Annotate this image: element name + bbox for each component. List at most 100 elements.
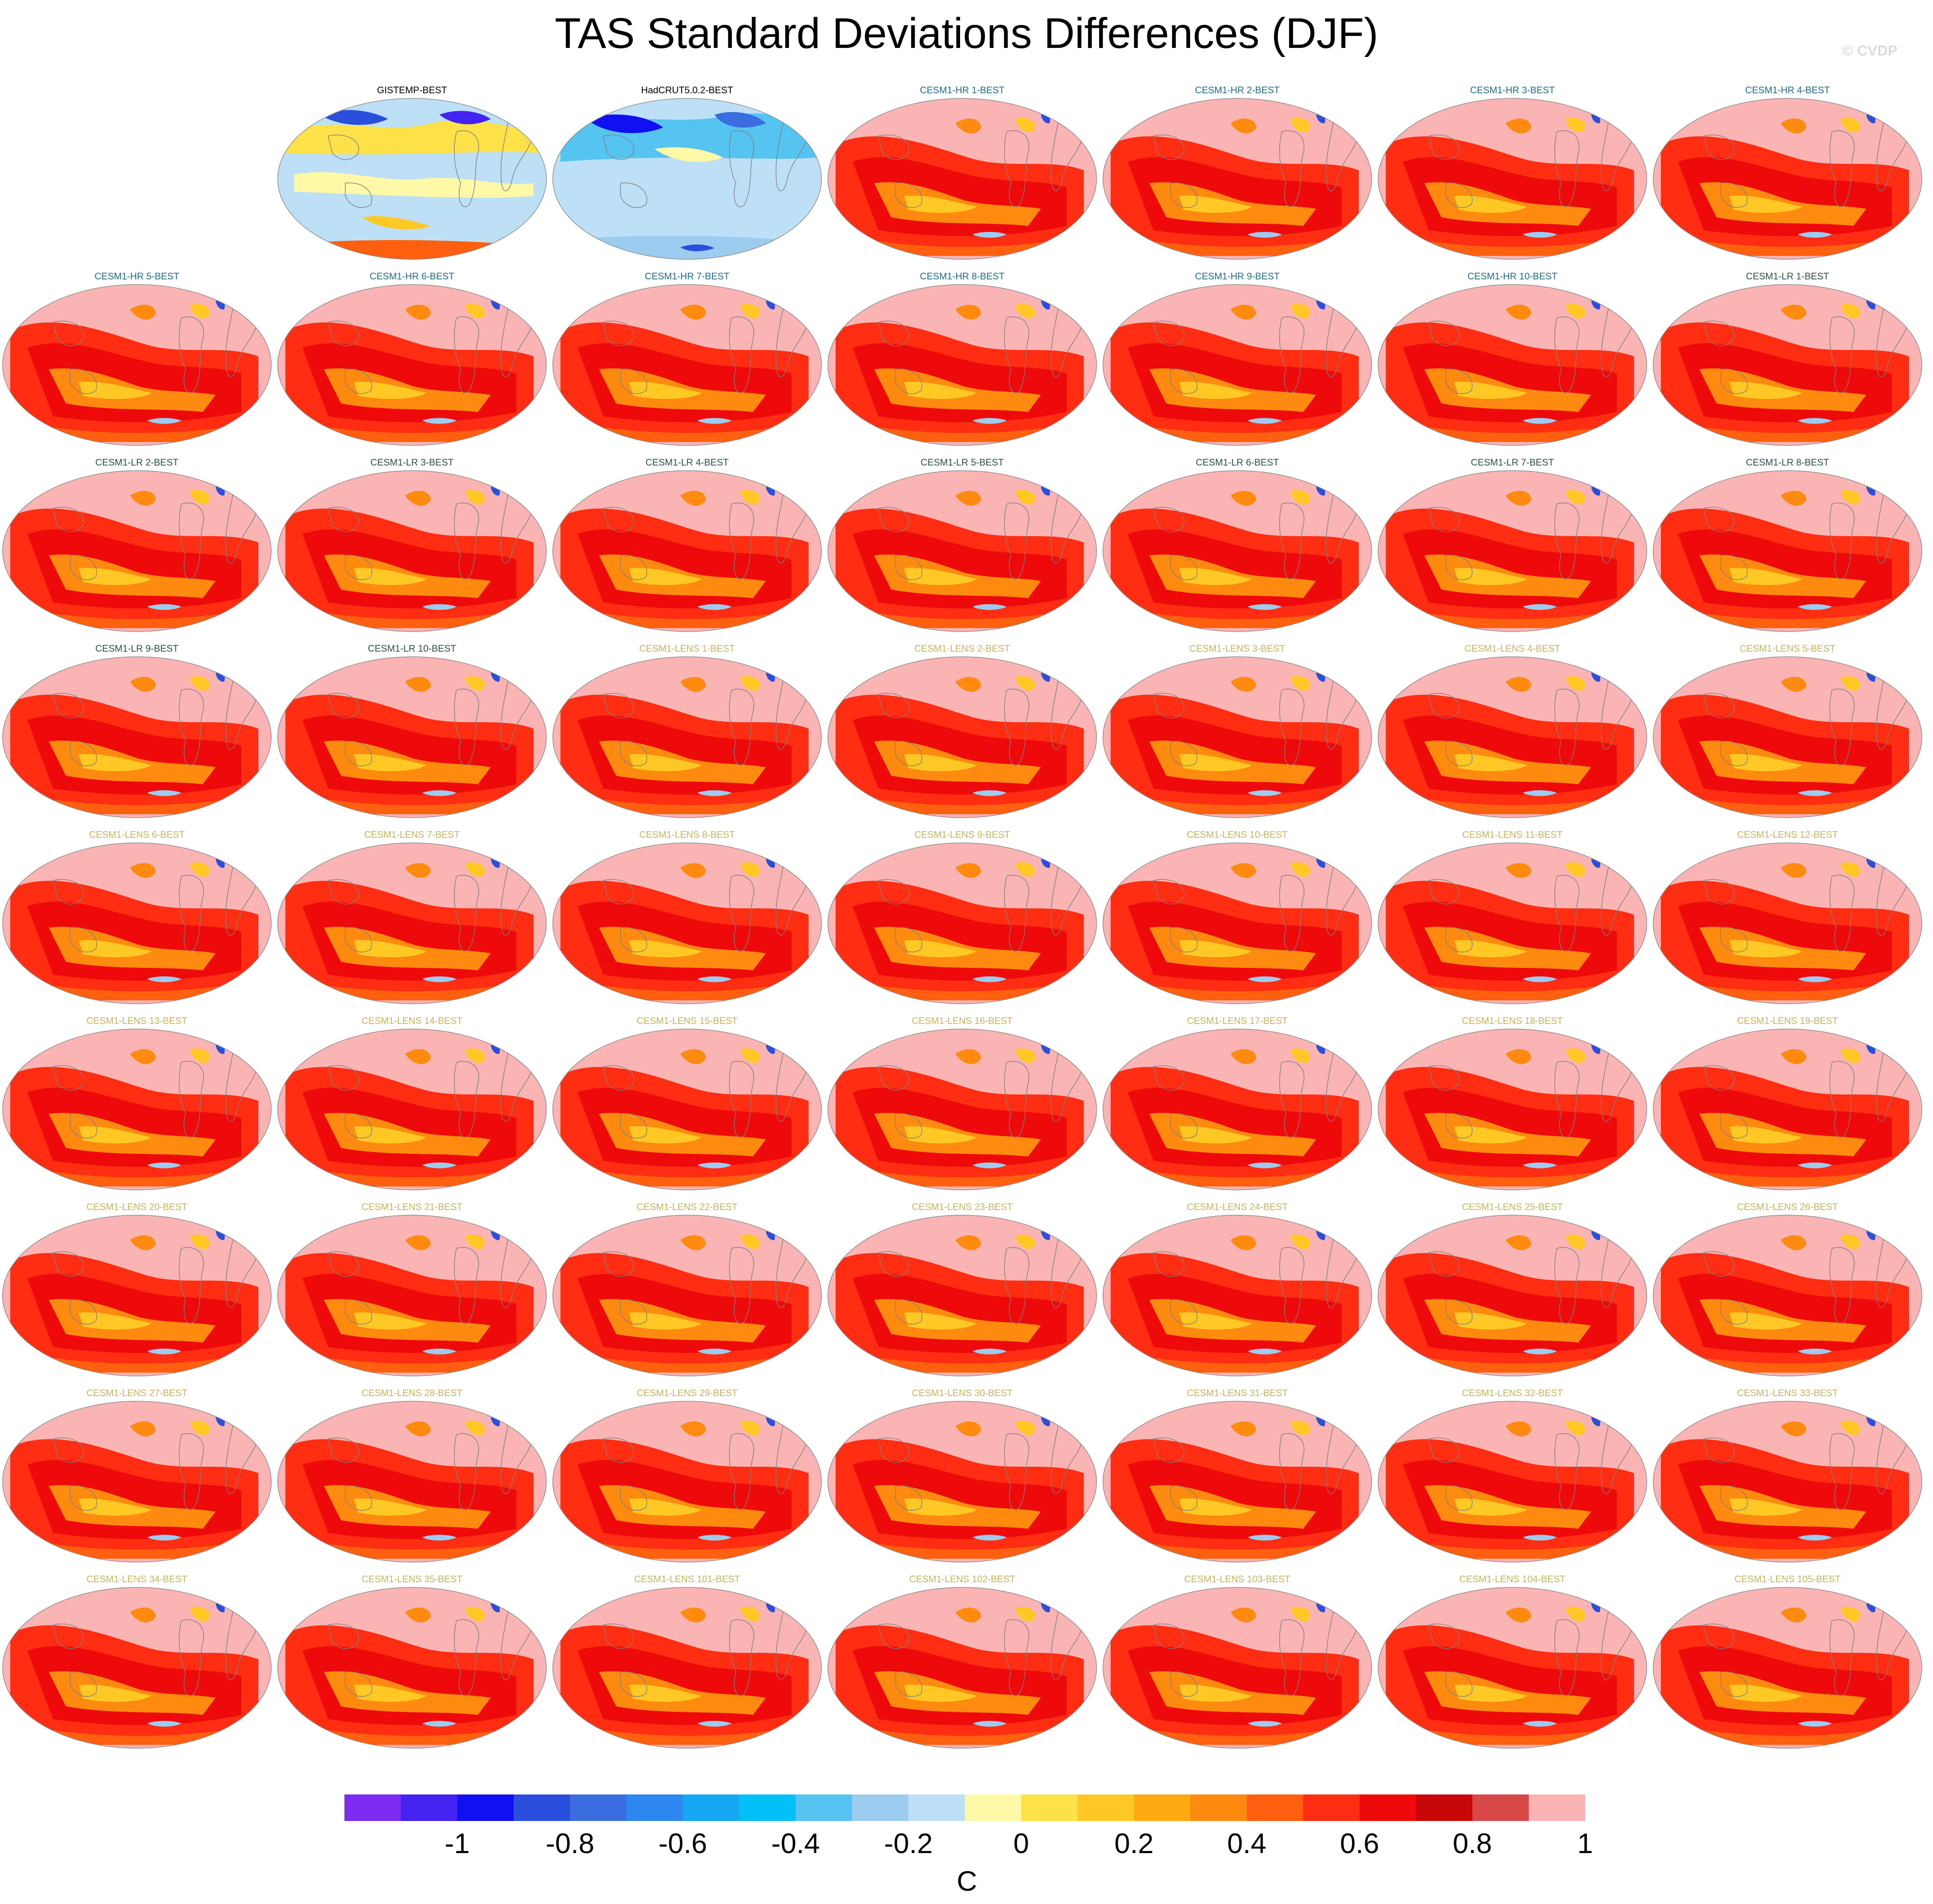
- world-map: [277, 656, 547, 818]
- panel-title: CESM1-LENS 1-BEST: [639, 643, 735, 654]
- map-panel: CESM1-LENS 19-BEST: [1651, 1015, 1924, 1195]
- map-panel: CESM1-LR 4-BEST: [550, 457, 824, 637]
- colorbar-swatch: [682, 1794, 740, 1821]
- colorbar-swatch: [1472, 1794, 1529, 1821]
- colorbar-tick-label: -1: [445, 1827, 470, 1859]
- world-map: [1653, 1215, 1922, 1376]
- map-panel: CESM1-HR 1-BEST: [825, 85, 1099, 264]
- panel-title: CESM1-LENS 24-BEST: [1187, 1201, 1288, 1212]
- map-panel: CESM1-LENS 31-BEST: [1100, 1388, 1374, 1567]
- map-panel: CESM1-LENS 103-BEST: [1100, 1574, 1374, 1753]
- map-panel: CESM1-LENS 104-BEST: [1376, 1574, 1649, 1753]
- map-panel: CESM1-HR 4-BEST: [1651, 85, 1924, 264]
- colorbar-tick-label: 0.4: [1227, 1827, 1266, 1859]
- panel-title: CESM1-LR 5-BEST: [920, 457, 1004, 468]
- world-map: [2, 1401, 272, 1563]
- world-map: [1378, 98, 1647, 260]
- panel-title: CESM1-HR 1-BEST: [919, 85, 1005, 95]
- panel-title: CESM1-LENS 25-BEST: [1462, 1201, 1563, 1212]
- colorbar-swatch: [1529, 1794, 1585, 1821]
- map-panel: CESM1-LENS 1-BEST: [550, 643, 824, 823]
- world-map: [827, 98, 1097, 260]
- panel-title: CESM1-LENS 7-BEST: [364, 829, 460, 840]
- panel-title: CESM1-HR 7-BEST: [644, 271, 730, 282]
- map-panel: CESM1-LENS 2-BEST: [825, 643, 1099, 823]
- colorbar-swatch: [1077, 1794, 1134, 1821]
- world-map: [827, 656, 1097, 818]
- world-map: [2, 656, 272, 818]
- world-map: [552, 656, 822, 818]
- world-map: [1103, 1215, 1372, 1376]
- map-panel: CESM1-LENS 21-BEST: [275, 1201, 549, 1381]
- map-panel: CESM1-LENS 6-BEST: [0, 829, 274, 1009]
- panel-title: CESM1-LENS 9-BEST: [914, 829, 1010, 840]
- colorbar-tick-label: -0.6: [658, 1827, 707, 1859]
- panel-title: CESM1-LR 8-BEST: [1746, 457, 1829, 468]
- map-panel: CESM1-LENS 12-BEST: [1651, 829, 1924, 1009]
- panel-title: CESM1-HR 5-BEST: [94, 271, 180, 282]
- panel-title: CESM1-LENS 29-BEST: [637, 1388, 738, 1398]
- panel-title: CESM1-LENS 105-BEST: [1734, 1574, 1841, 1584]
- colorbar-swatch: [1190, 1794, 1247, 1821]
- map-panel: CESM1-HR 9-BEST: [1100, 271, 1374, 451]
- colorbar-tick-label: -0.8: [546, 1827, 595, 1859]
- world-map: [2, 470, 272, 632]
- colorbar-swatch: [1359, 1794, 1417, 1821]
- map-panel: CESM1-LENS 20-BEST: [0, 1201, 274, 1381]
- world-map: [827, 284, 1097, 446]
- panel-title: CESM1-LENS 13-BEST: [86, 1015, 187, 1026]
- world-map: [1103, 656, 1372, 818]
- map-panel: CESM1-LENS 27-BEST: [0, 1388, 274, 1567]
- map-panel: CESM1-LENS 23-BEST: [825, 1201, 1099, 1381]
- map-panel: CESM1-HR 7-BEST: [550, 271, 824, 451]
- world-map: [1378, 1587, 1647, 1749]
- panel-title: CESM1-LENS 21-BEST: [362, 1201, 462, 1212]
- world-map: [1378, 1401, 1647, 1563]
- colorbar-swatch: [400, 1794, 458, 1821]
- colorbar-swatch: [344, 1794, 401, 1821]
- world-map: [1103, 284, 1372, 446]
- panel-title: HadCRUT5.0.2-BEST: [641, 85, 733, 95]
- panel-title: CESM1-LENS 23-BEST: [912, 1201, 1013, 1212]
- world-map: [827, 842, 1097, 1004]
- map-panel: CESM1-LENS 17-BEST: [1100, 1015, 1374, 1195]
- panel-title: CESM1-HR 6-BEST: [369, 271, 455, 282]
- world-map: [552, 1029, 822, 1190]
- world-map: [277, 1401, 547, 1563]
- map-panel: CESM1-LENS 101-BEST: [550, 1574, 824, 1753]
- map-panel: CESM1-LR 5-BEST: [825, 457, 1099, 637]
- panel-title: CESM1-LR 1-BEST: [1746, 271, 1829, 282]
- world-map: [2, 842, 272, 1004]
- panel-title: CESM1-LENS 104-BEST: [1459, 1574, 1566, 1584]
- colorbar-swatch: [965, 1794, 1022, 1821]
- world-map: [1378, 1215, 1647, 1376]
- colorbar-tick-label: 0.8: [1453, 1827, 1492, 1859]
- map-panel: CESM1-LENS 30-BEST: [825, 1388, 1099, 1567]
- map-panel: CESM1-LENS 7-BEST: [275, 829, 549, 1009]
- world-map: [277, 284, 547, 446]
- colorbar-swatch: [513, 1794, 570, 1821]
- panel-title: CESM1-LR 9-BEST: [95, 643, 179, 654]
- panel-title: CESM1-LENS 14-BEST: [362, 1015, 462, 1026]
- world-map: [552, 470, 822, 632]
- map-panel: CESM1-LR 7-BEST: [1376, 457, 1649, 637]
- world-map: [827, 1215, 1097, 1376]
- map-panel: CESM1-LENS 26-BEST: [1651, 1201, 1924, 1381]
- world-map: [277, 1215, 547, 1376]
- colorbar-tick-label: 0.6: [1340, 1827, 1379, 1859]
- map-panel: CESM1-LENS 105-BEST: [1651, 1574, 1924, 1753]
- panel-title: CESM1-LENS 33-BEST: [1737, 1388, 1838, 1398]
- world-map: [1653, 284, 1922, 446]
- map-panel: CESM1-LENS 22-BEST: [550, 1201, 824, 1381]
- world-map: [827, 1587, 1097, 1749]
- panel-title: CESM1-LR 10-BEST: [368, 643, 457, 654]
- colorbar-swatch: [570, 1794, 627, 1821]
- map-panel: CESM1-LENS 25-BEST: [1376, 1201, 1649, 1381]
- panel-title: CESM1-HR 2-BEST: [1195, 85, 1280, 95]
- colorbar-tick-label: -0.2: [884, 1827, 933, 1859]
- panel-title: CESM1-LENS 20-BEST: [86, 1201, 187, 1212]
- map-panel: CESM1-LENS 18-BEST: [1376, 1015, 1649, 1195]
- panel-title: CESM1-LENS 10-BEST: [1187, 829, 1288, 840]
- colorbar-tick-label: -0.4: [771, 1827, 820, 1859]
- map-panel: CESM1-HR 8-BEST: [825, 271, 1099, 451]
